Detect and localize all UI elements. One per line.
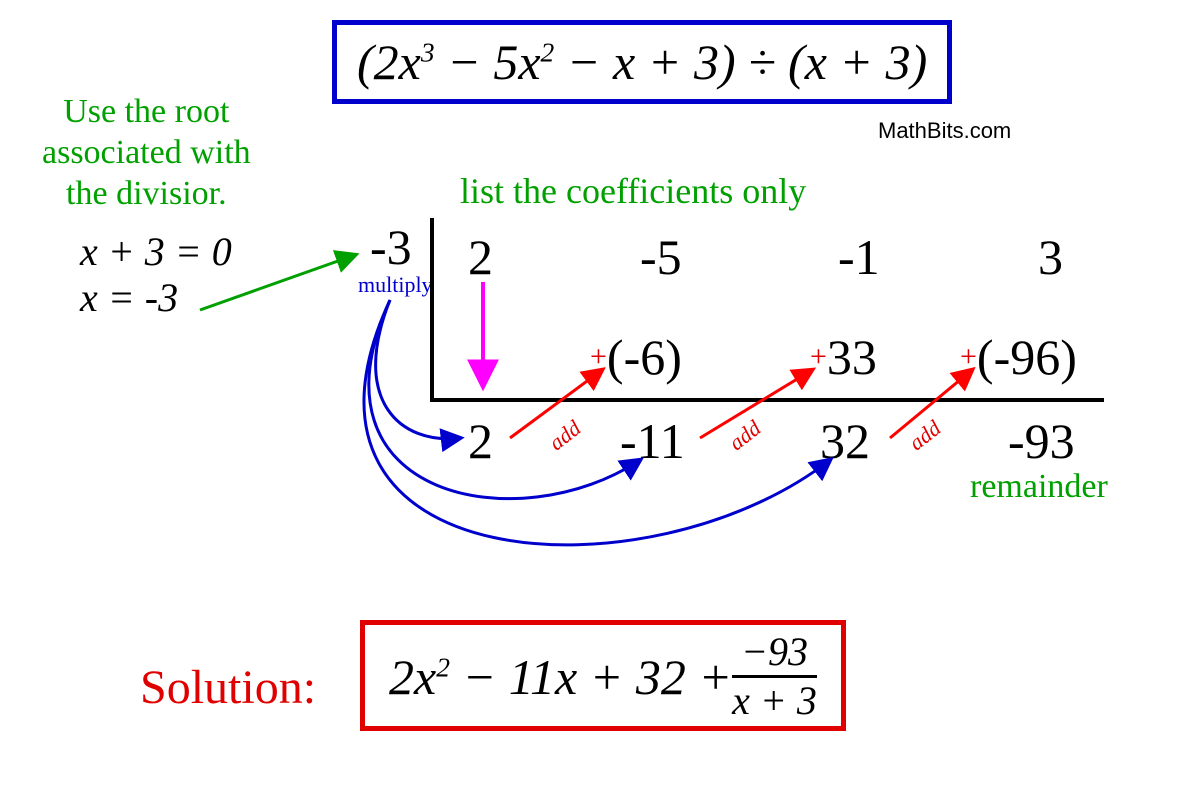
root-equation-2: x = -3 xyxy=(80,274,178,321)
coef-row3-3: -93 xyxy=(1008,412,1075,470)
solution-box: 2x2 − 11x + 32 + −93 x + 3 xyxy=(360,620,846,731)
hint-use-root: Use the root associated with the divisio… xyxy=(42,92,251,214)
problem-expr: (2x3 − 5x2 − x + 3) ÷ (x + 3) xyxy=(357,34,927,90)
coef-row3-2: 32 xyxy=(820,412,870,470)
hint-list-coefficients: list the coefficients only xyxy=(460,170,806,213)
coef-row3-0: 2 xyxy=(468,412,493,470)
coef-row2-0: +(-6) xyxy=(590,328,682,386)
solution-expr: 2x2 − 11x + 32 + xyxy=(389,648,732,706)
coef-row1-2: -1 xyxy=(838,228,880,286)
hint-remainder: remainder xyxy=(970,468,1108,506)
hint-multiply: multiply xyxy=(358,272,433,298)
coef-row1-1: -5 xyxy=(640,228,682,286)
add-label-1: add xyxy=(544,415,586,456)
attribution: MathBits.com xyxy=(878,118,1011,144)
coef-row2-2: +(-96) xyxy=(960,328,1077,386)
solution-fraction: −93 x + 3 xyxy=(732,631,817,722)
coef-row1-3: 3 xyxy=(1038,228,1063,286)
add-label-2: add xyxy=(724,415,766,456)
solution-label: Solution: xyxy=(140,660,316,715)
coef-row1-0: 2 xyxy=(468,228,493,286)
add-label-3: add xyxy=(904,415,946,456)
coef-row2-1: +33 xyxy=(810,328,877,386)
root-equation-1: x + 3 = 0 xyxy=(80,228,232,275)
coef-row3-1: -11 xyxy=(620,412,685,470)
synthetic-root: -3 xyxy=(370,218,412,276)
problem-box: (2x3 − 5x2 − x + 3) ÷ (x + 3) xyxy=(332,20,952,104)
